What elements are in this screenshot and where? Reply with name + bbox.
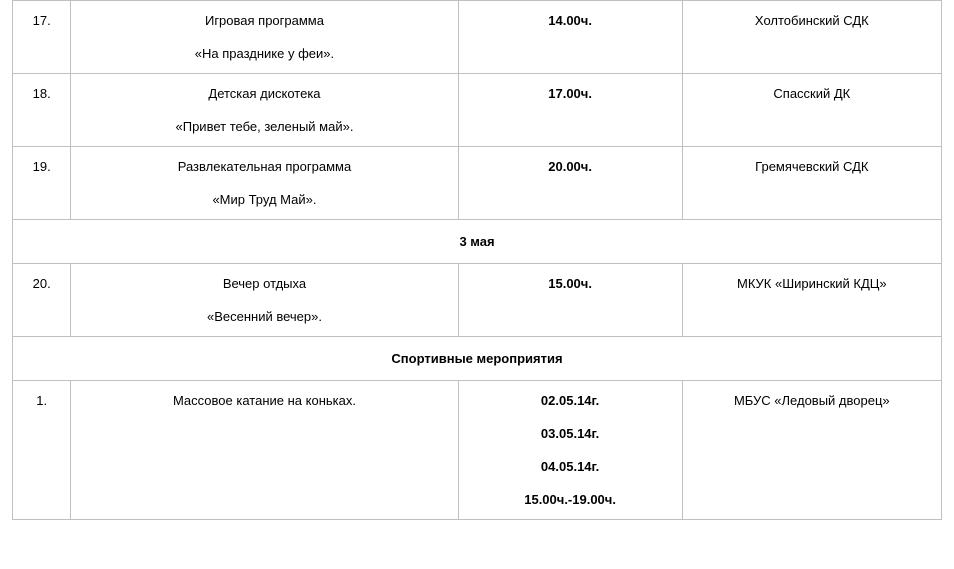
section-header-row: Спортивные мероприятия <box>13 337 942 381</box>
section-header-row: 3 мая <box>13 220 942 264</box>
time-line: 04.05.14г. <box>467 459 674 474</box>
cell-place: МБУС «Ледовый дворец» <box>682 381 941 520</box>
event-title: Развлекательная программа <box>79 159 449 174</box>
event-subtitle: «На празднике у феи». <box>79 46 449 61</box>
table-row: 20. Вечер отдыха «Весенний вечер». 15.00… <box>13 264 942 337</box>
cell-desc: Вечер отдыха «Весенний вечер». <box>71 264 458 337</box>
cell-num: 18. <box>13 74 71 147</box>
event-title: Массовое катание на коньках. <box>79 393 449 408</box>
cell-num: 1. <box>13 381 71 520</box>
cell-time: 15.00ч. <box>458 264 682 337</box>
event-title: Детская дискотека <box>79 86 449 101</box>
cell-place: Холтобинский СДК <box>682 1 941 74</box>
cell-place: Гремячевский СДК <box>682 147 941 220</box>
events-table: 17. Игровая программа «На празднике у фе… <box>12 0 942 520</box>
time-line: 03.05.14г. <box>467 426 674 441</box>
cell-time: 20.00ч. <box>458 147 682 220</box>
section-date-header: 3 мая <box>13 220 942 264</box>
table-row: 17. Игровая программа «На празднике у фе… <box>13 1 942 74</box>
event-title: Игровая программа <box>79 13 449 28</box>
event-subtitle: «Весенний вечер». <box>79 309 449 324</box>
cell-time: 17.00ч. <box>458 74 682 147</box>
time-line: 15.00ч.-19.00ч. <box>467 492 674 507</box>
cell-desc: Игровая программа «На празднике у феи». <box>71 1 458 74</box>
event-subtitle: «Привет тебе, зеленый май». <box>79 119 449 134</box>
cell-place: МКУК «Ширинский КДЦ» <box>682 264 941 337</box>
cell-desc: Детская дискотека «Привет тебе, зеленый … <box>71 74 458 147</box>
cell-time: 14.00ч. <box>458 1 682 74</box>
cell-num: 17. <box>13 1 71 74</box>
cell-desc: Массовое катание на коньках. <box>71 381 458 520</box>
cell-time: 02.05.14г. 03.05.14г. 04.05.14г. 15.00ч.… <box>458 381 682 520</box>
table-row: 18. Детская дискотека «Привет тебе, зеле… <box>13 74 942 147</box>
event-title: Вечер отдыха <box>79 276 449 291</box>
section-sport-header: Спортивные мероприятия <box>13 337 942 381</box>
cell-num: 19. <box>13 147 71 220</box>
table-row: 19. Развлекательная программа «Мир Труд … <box>13 147 942 220</box>
cell-num: 20. <box>13 264 71 337</box>
cell-place: Спасский ДК <box>682 74 941 147</box>
table-row: 1. Массовое катание на коньках. 02.05.14… <box>13 381 942 520</box>
event-subtitle: «Мир Труд Май». <box>79 192 449 207</box>
time-line: 02.05.14г. <box>467 393 674 408</box>
cell-desc: Развлекательная программа «Мир Труд Май»… <box>71 147 458 220</box>
